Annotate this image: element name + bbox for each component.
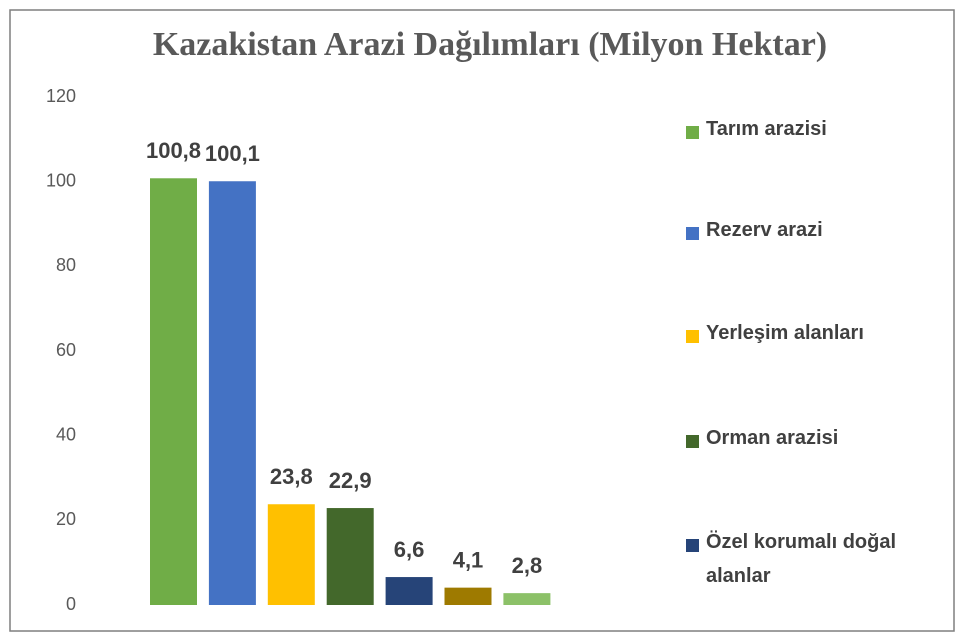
legend-item: Özel korumalı doğal alanlar (686, 531, 946, 593)
data-label: 2,8 (512, 553, 543, 578)
data-label: 100,8 (146, 138, 201, 163)
bar (150, 178, 197, 605)
legend-item: Tarım arazisi (686, 118, 946, 146)
y-tick-label: 80 (56, 255, 76, 275)
y-tick-label: 0 (66, 594, 76, 614)
legend-item: Rezerv arazi (686, 219, 946, 247)
bar (326, 508, 374, 605)
bar (208, 181, 256, 605)
legend-label: Rezerv arazi (706, 219, 823, 241)
chart-title: Kazakistan Arazi Dağılımları (Milyon Hek… (153, 26, 827, 63)
data-label: 4,1 (453, 547, 484, 572)
legend-swatch (686, 539, 699, 552)
y-tick-label: 20 (56, 509, 76, 529)
data-label: 100,1 (205, 141, 260, 166)
legend-label: Tarım arazisi (706, 118, 827, 140)
legend-swatch (686, 330, 699, 343)
bar (267, 504, 315, 605)
legend-label: Özel korumalı doğal alanlar (706, 531, 897, 587)
legend-label: Yerleşim alanları (706, 322, 864, 344)
bar (444, 587, 492, 605)
bar (385, 577, 433, 605)
bar (503, 593, 551, 605)
legend-item: Yerleşim alanları (686, 322, 946, 350)
legend-swatch (686, 126, 699, 139)
legend-label: Orman arazisi (706, 427, 839, 449)
y-tick-label: 120 (46, 86, 76, 106)
data-label: 22,9 (329, 468, 372, 493)
data-label: 23,8 (270, 464, 313, 489)
y-tick-label: 100 (46, 170, 76, 190)
y-tick-label: 60 (56, 340, 76, 360)
legend-swatch (686, 227, 699, 240)
y-tick-label: 40 (56, 424, 76, 444)
legend-swatch (686, 435, 699, 448)
chart-frame (9, 9, 955, 632)
legend-item: Orman arazisi (686, 427, 946, 455)
data-label: 6,6 (394, 537, 425, 562)
